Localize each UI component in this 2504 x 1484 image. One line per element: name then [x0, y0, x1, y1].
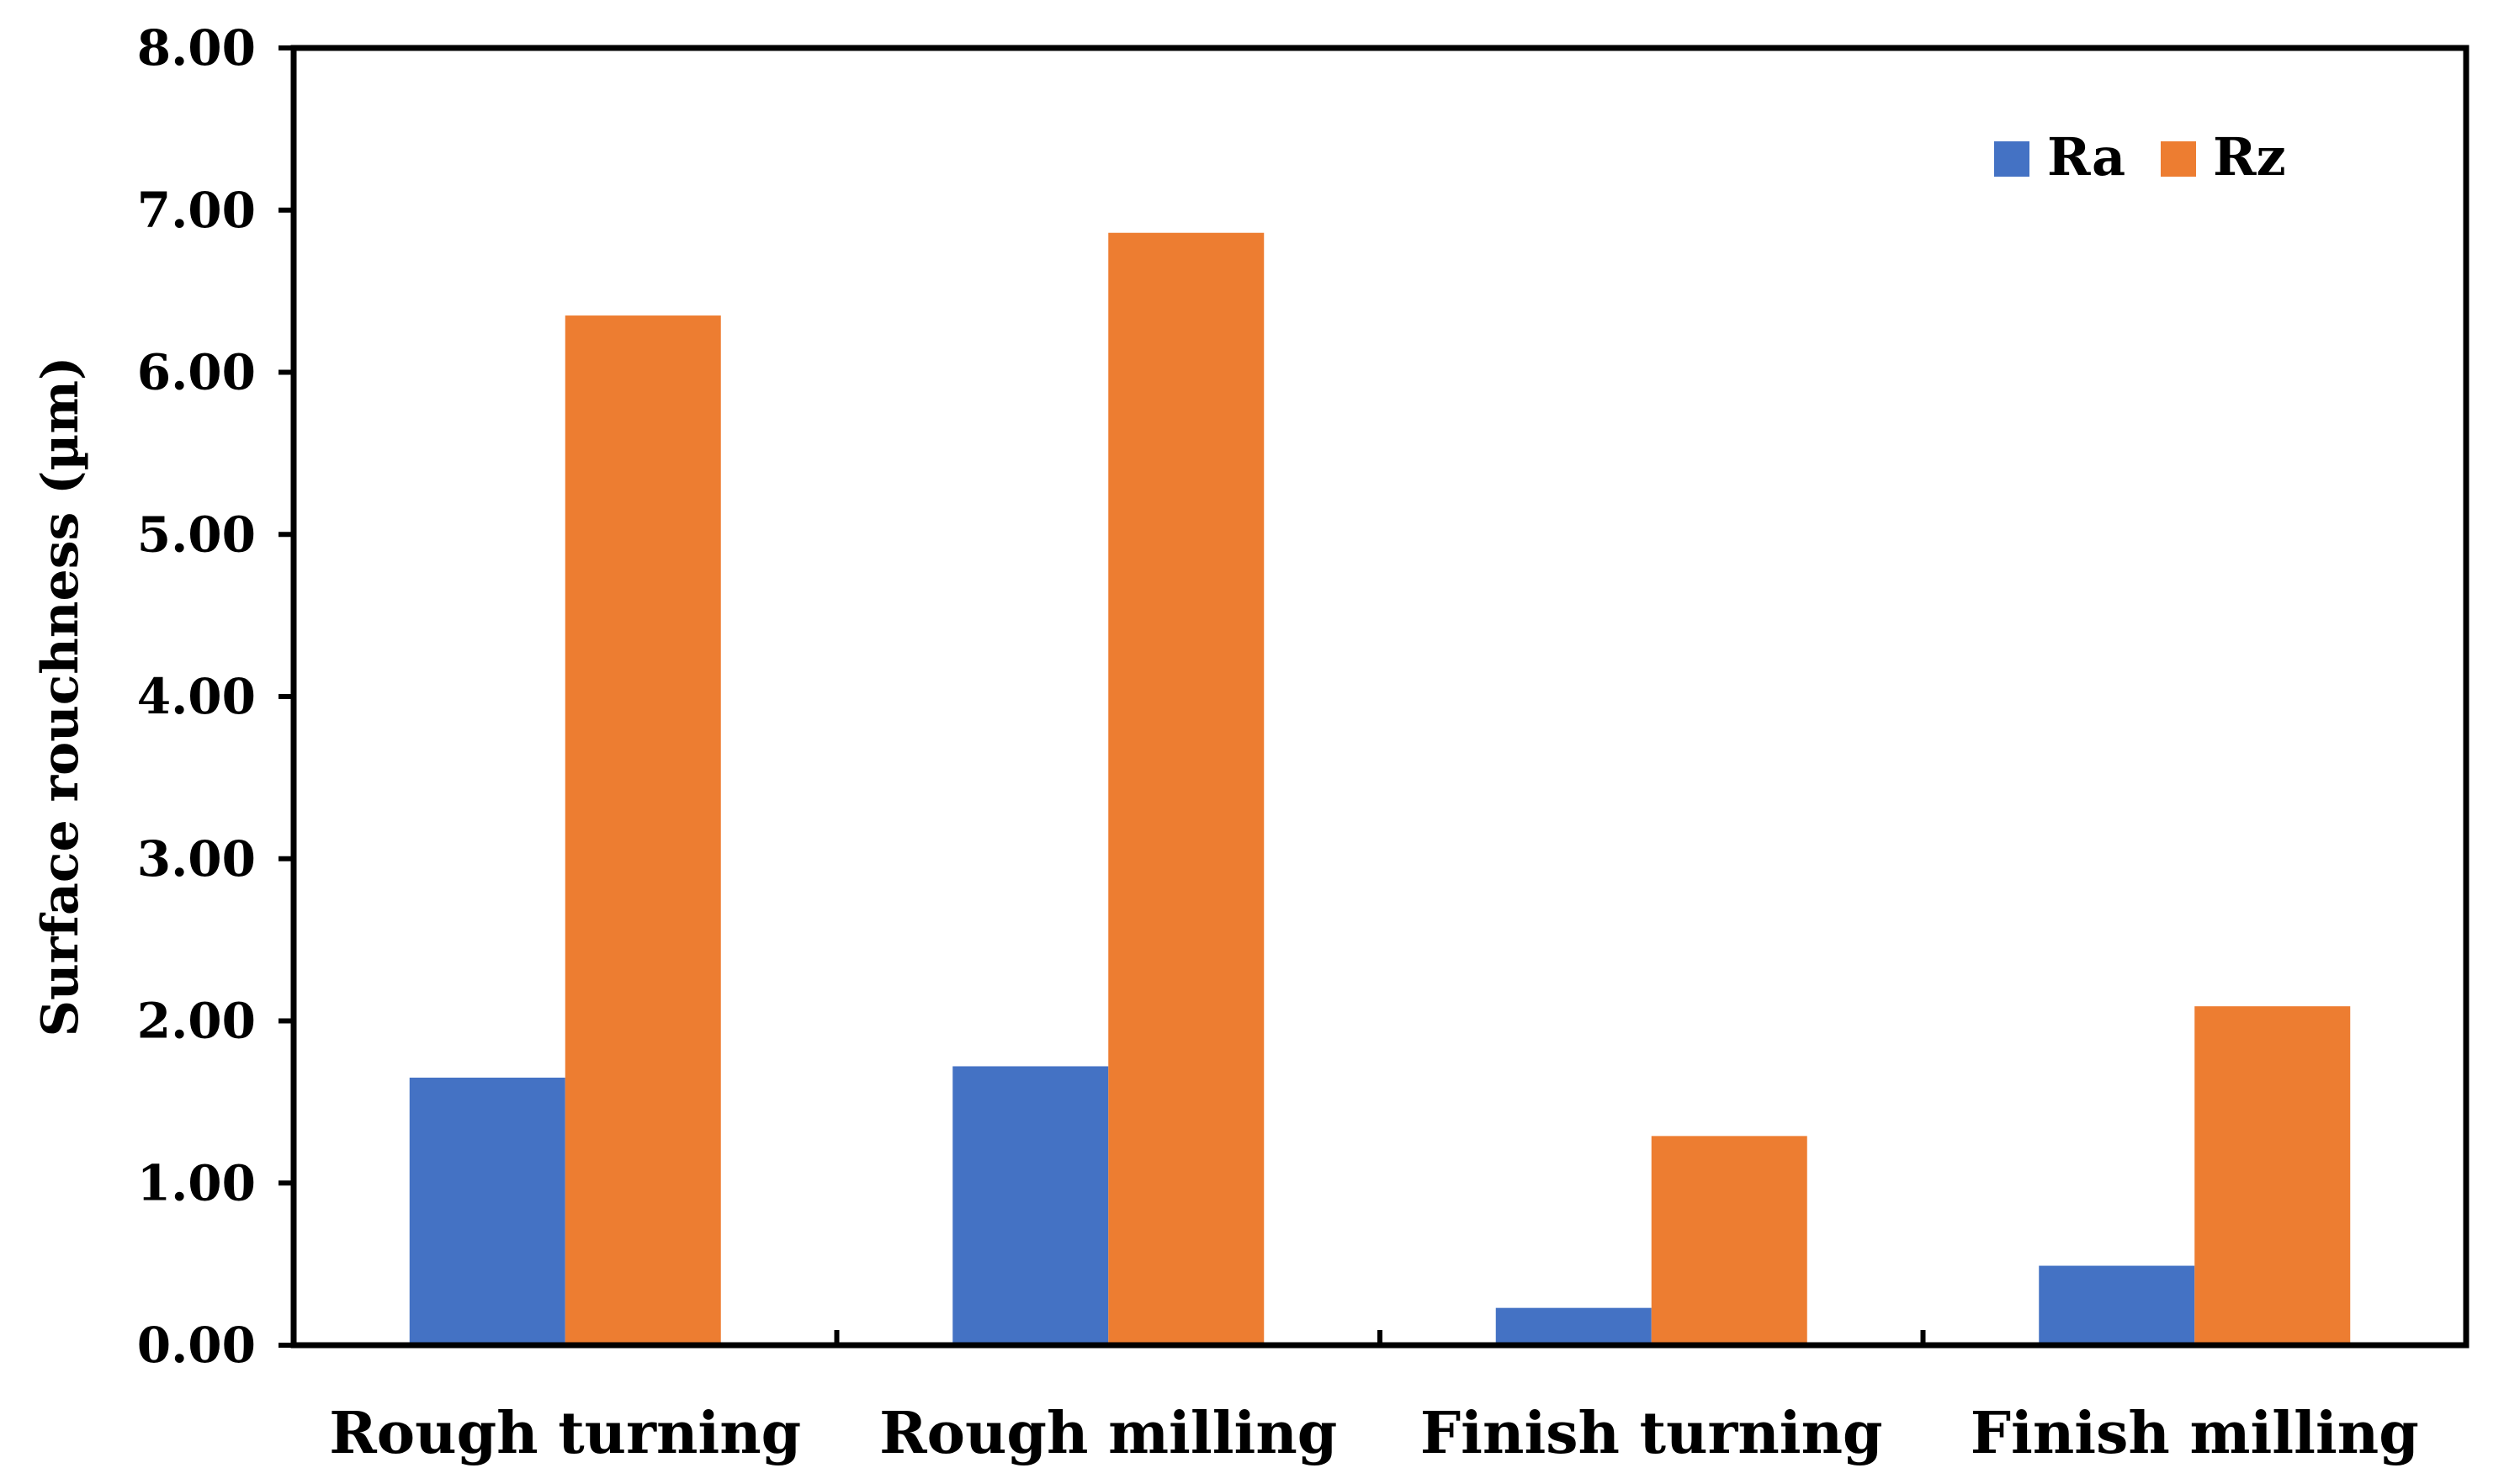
x-axis-categories: Rough turning Rough milling Finish turning… — [329, 1400, 2418, 1467]
y-tick-label: 2.00 — [137, 993, 256, 1050]
y-tick-label: 5.00 — [137, 506, 256, 563]
bar-rz-rough-turning — [565, 315, 721, 1346]
x-category-label: Rough turning — [329, 1400, 801, 1467]
legend-swatch-ra — [1994, 141, 2029, 177]
bar-ra-finish-turning — [1495, 1307, 1652, 1345]
x-category-label: Finish milling — [1971, 1400, 2419, 1467]
legend-label-ra: Ra — [2047, 126, 2125, 188]
legend: Ra Rz — [1994, 126, 2286, 188]
x-category-label: Finish turning — [1420, 1400, 1883, 1467]
x-axis — [834, 1330, 1926, 1345]
x-category-label: Rough milling — [879, 1400, 1337, 1467]
y-tick-label: 8.00 — [137, 19, 256, 77]
bar-rz-finish-turning — [1651, 1136, 1807, 1345]
bar-ra-rough-turning — [409, 1077, 565, 1345]
y-tick-label: 3.00 — [137, 830, 256, 888]
y-tick-label: 0.00 — [137, 1317, 256, 1374]
y-tick-label: 1.00 — [137, 1154, 256, 1211]
bar-rz-finish-milling — [2194, 1006, 2351, 1345]
y-axis: 0.00 1.00 2.00 3.00 4.00 5.00 6.00 7.00 8.00 — [137, 19, 294, 1374]
legend-label-rz: Rz — [2213, 126, 2286, 188]
y-tick-label: 7.00 — [137, 182, 256, 239]
y-tick-label: 4.00 — [137, 668, 256, 725]
legend-swatch-rz — [2161, 141, 2196, 177]
y-tick-label: 6.00 — [137, 344, 256, 401]
y-axis-title: Surface rouchness (µm) — [31, 357, 90, 1037]
bars — [409, 232, 2351, 1346]
bar-rz-rough-milling — [1108, 232, 1265, 1345]
bar-ra-rough-milling — [952, 1066, 1109, 1345]
bar-ra-finish-milling — [2039, 1265, 2195, 1345]
